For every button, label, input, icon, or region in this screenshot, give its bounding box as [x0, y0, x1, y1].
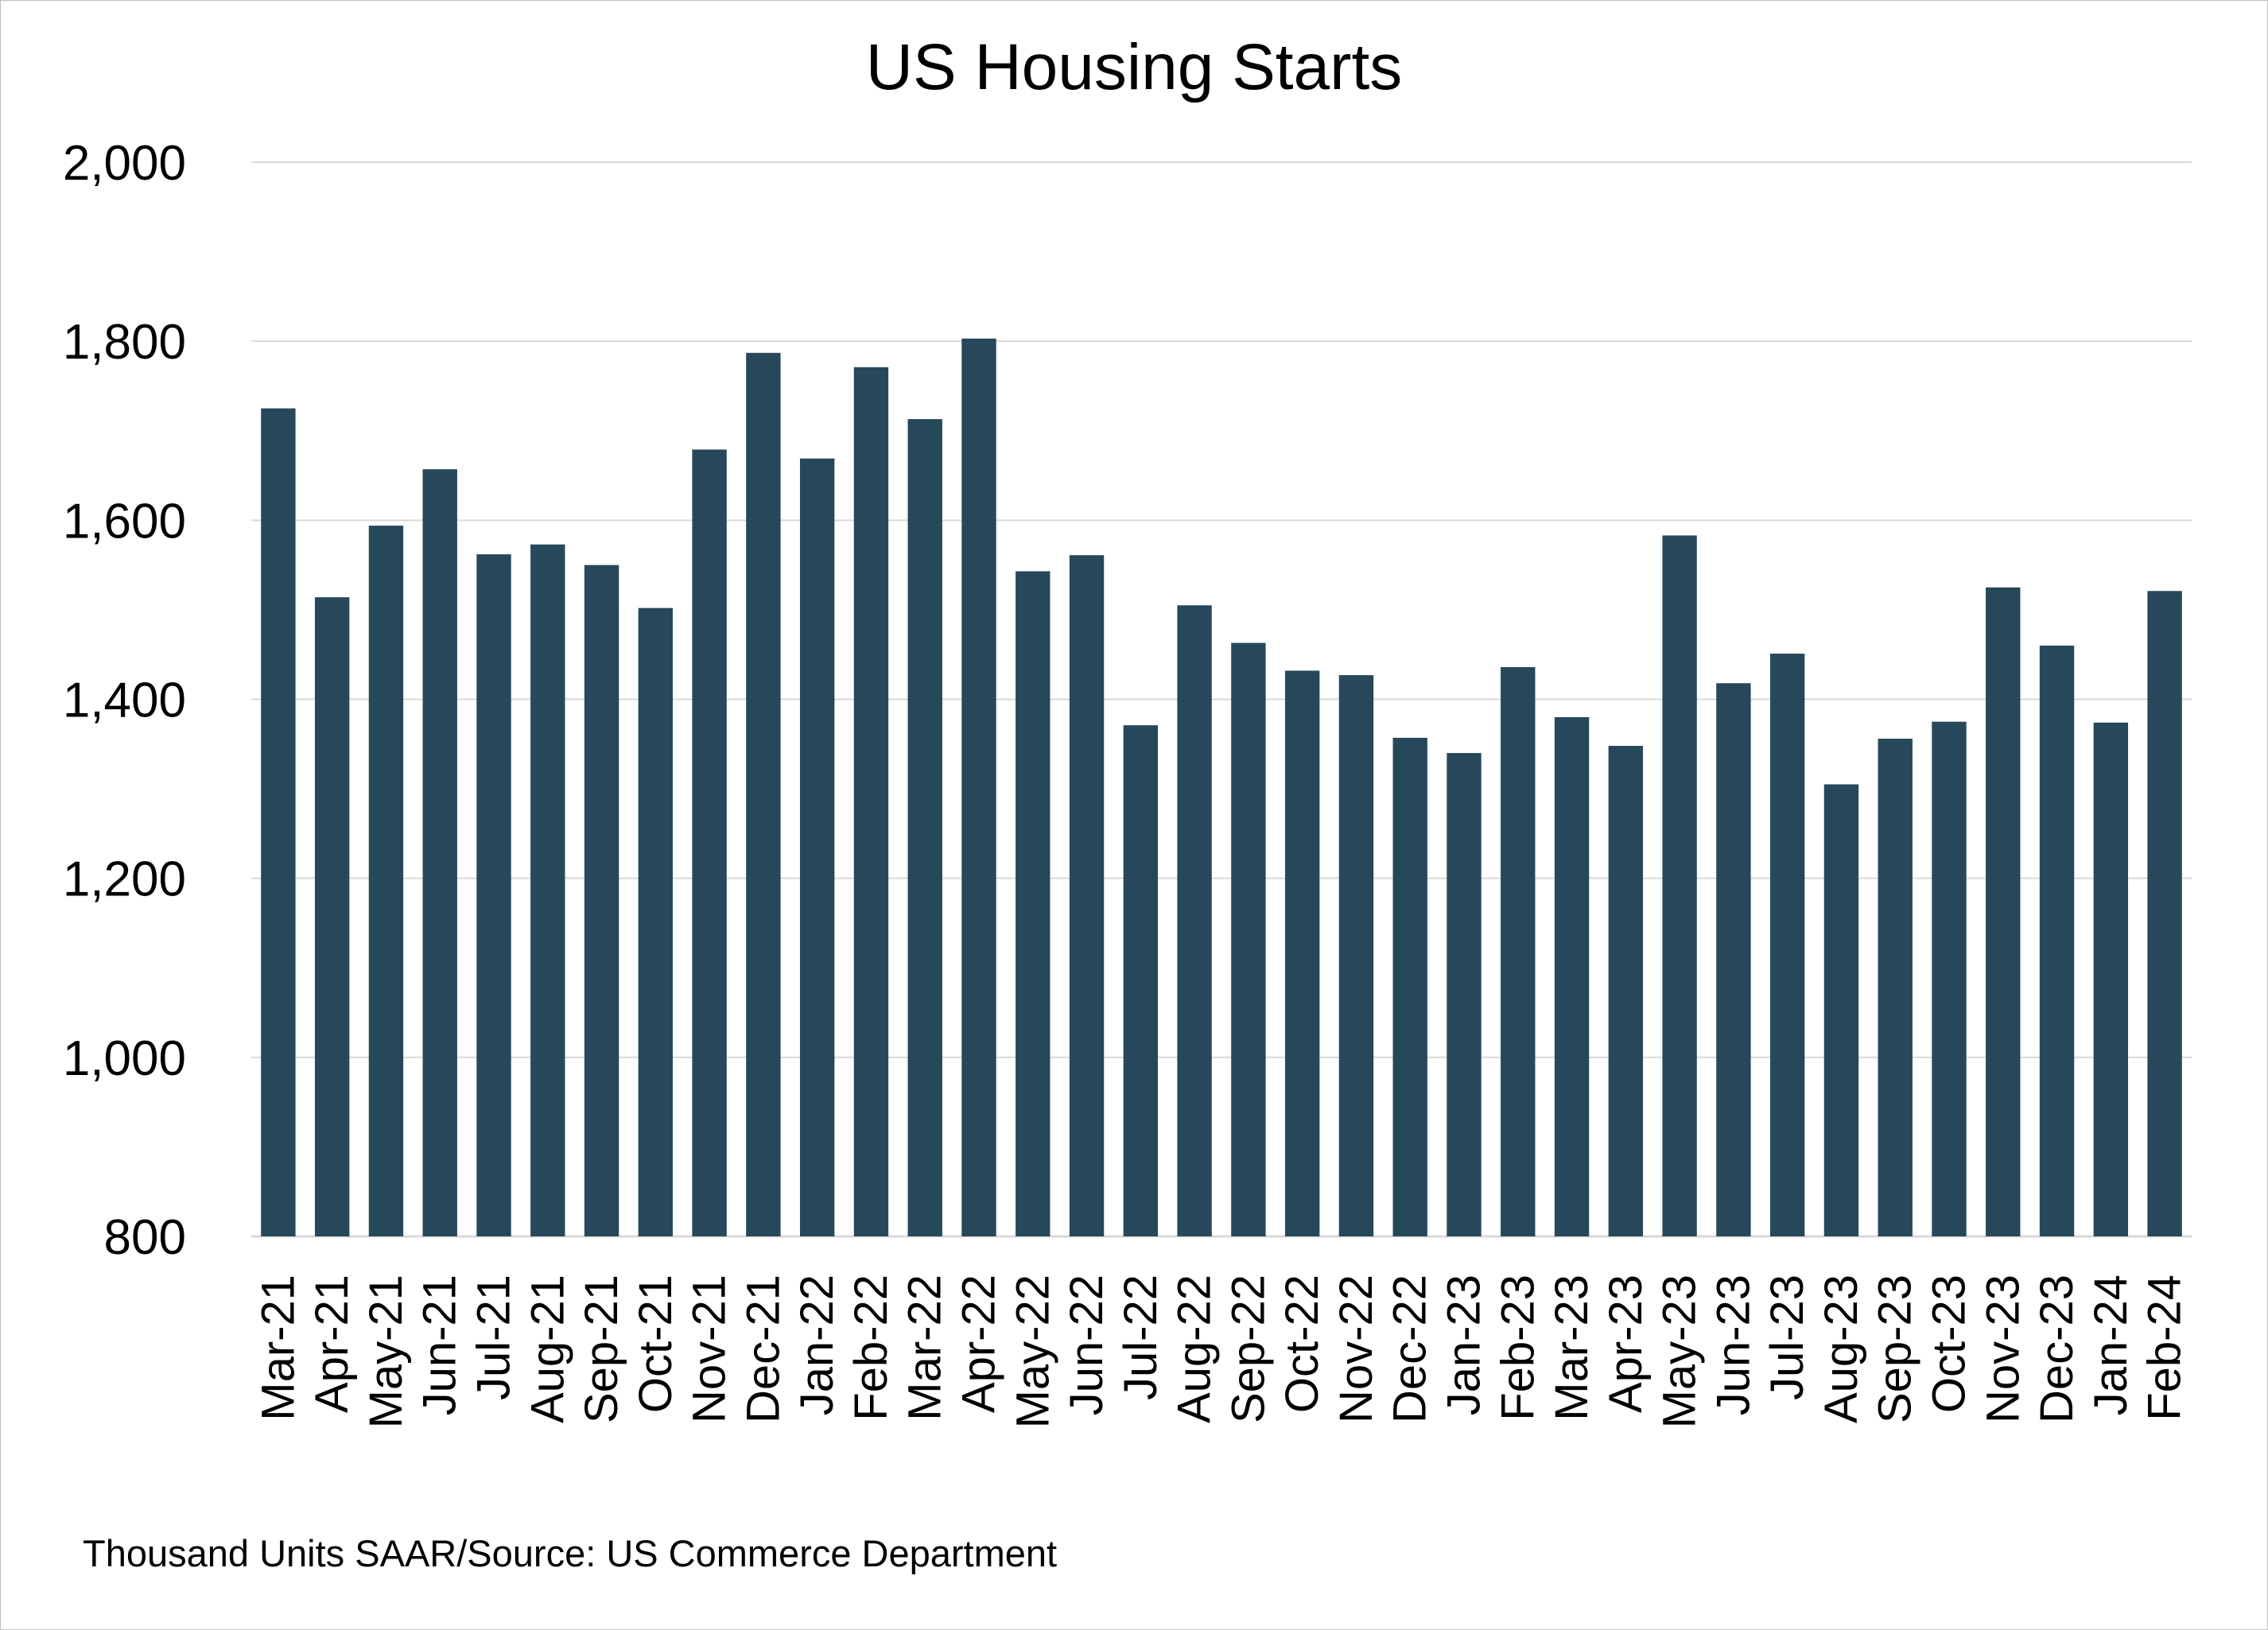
- x-tick-label: Jan-23: [1439, 1275, 1490, 1415]
- bar-feb-24: [2147, 591, 2182, 1236]
- x-tick-label: Feb-23: [1492, 1275, 1544, 1421]
- bar-nov-21: [692, 449, 727, 1236]
- x-tick-label: Jun-21: [414, 1275, 466, 1415]
- x-tick-label: Nov-23: [1977, 1275, 2029, 1423]
- bar-oct-22: [1284, 670, 1320, 1236]
- bar-sep-21: [584, 565, 619, 1236]
- x-tick-label: May-23: [1654, 1275, 1706, 1428]
- x-tick-label: Jun-22: [1061, 1275, 1113, 1415]
- bar-nov-22: [1338, 675, 1374, 1236]
- y-tick-label: 1,400: [63, 673, 186, 728]
- x-tick-label: Jul-22: [1115, 1275, 1167, 1400]
- bar-dec-22: [1392, 737, 1427, 1236]
- bar-mar-21: [261, 408, 296, 1236]
- bar-dec-23: [2039, 645, 2075, 1236]
- x-tick-label: Dec-23: [2031, 1275, 2083, 1423]
- y-tick-label: 1,600: [63, 494, 186, 549]
- bar-jun-21: [422, 469, 457, 1236]
- x-tick-label: Sep-22: [1222, 1275, 1274, 1423]
- y-tick-label: 1,000: [63, 1031, 186, 1086]
- x-tick-label: Apr-23: [1600, 1275, 1652, 1413]
- bar-mar-23: [1554, 717, 1590, 1236]
- bar-apr-21: [314, 597, 350, 1236]
- bar-jun-23: [1716, 683, 1751, 1236]
- bar-jul-22: [1123, 725, 1159, 1236]
- x-tick-label: Sep-21: [576, 1275, 627, 1423]
- bar-may-23: [1662, 535, 1697, 1236]
- x-tick-label: Jan-24: [2085, 1275, 2137, 1415]
- x-tick-label: Oct-23: [1924, 1275, 1975, 1413]
- y-tick-label: 2,000: [63, 136, 186, 191]
- source-footnote: Thousand Units SAAR/Source: US Commerce …: [83, 1532, 1058, 1574]
- bar-aug-22: [1177, 605, 1212, 1236]
- bar-jul-23: [1769, 654, 1805, 1236]
- bar-sep-22: [1231, 642, 1266, 1236]
- bar-may-22: [1016, 571, 1051, 1236]
- x-tick-label: Feb-22: [845, 1275, 897, 1421]
- x-tick-label: Apr-21: [306, 1275, 358, 1413]
- x-tick-label: Feb-24: [2139, 1275, 2191, 1421]
- bar-aug-23: [1823, 784, 1859, 1236]
- bar-dec-21: [746, 352, 781, 1236]
- bar-jan-24: [2093, 722, 2129, 1236]
- x-tick-label: Aug-22: [1169, 1275, 1221, 1423]
- x-tick-label: Mar-23: [1546, 1275, 1598, 1421]
- bar-sep-23: [1878, 739, 1913, 1236]
- bar-jan-23: [1447, 753, 1482, 1236]
- x-tick-label: Jul-23: [1761, 1275, 1813, 1400]
- bar-apr-22: [961, 338, 996, 1236]
- x-tick-label: Oct-21: [630, 1275, 682, 1413]
- x-tick-label: Sep-23: [1870, 1275, 1921, 1423]
- y-axis-ticks: 800 1,000 1,200 1,400 1,600 1,800 2,000: [63, 136, 186, 1265]
- bar-apr-23: [1608, 746, 1644, 1236]
- y-tick-label: 1,800: [63, 315, 186, 370]
- x-tick-label: May-22: [1007, 1275, 1058, 1428]
- gridlines: [251, 161, 2192, 1238]
- x-tick-label: Jul-21: [468, 1275, 520, 1400]
- x-tick-label: Aug-21: [522, 1275, 573, 1423]
- chart-title: US Housing Starts: [865, 31, 1403, 103]
- bar-jun-22: [1069, 555, 1105, 1236]
- bars: [261, 338, 2182, 1237]
- x-tick-label: Apr-22: [953, 1275, 1005, 1413]
- x-tick-label: Nov-22: [1330, 1275, 1382, 1423]
- bar-mar-22: [907, 419, 942, 1236]
- x-tick-label: Nov-21: [684, 1275, 736, 1423]
- bar-jan-22: [799, 458, 835, 1236]
- bar-feb-23: [1501, 666, 1536, 1236]
- y-tick-label: 1,200: [63, 852, 186, 907]
- bar-feb-22: [853, 367, 889, 1237]
- x-axis-ticks: Mar-21 Apr-21 May-21 Jun-21 Jul-21 Aug-21 Sep-…: [252, 1275, 2190, 1428]
- x-tick-label: Dec-22: [1384, 1275, 1436, 1423]
- bar-nov-23: [1986, 587, 2021, 1236]
- bar-oct-23: [1932, 721, 1967, 1236]
- y-tick-label: 800: [104, 1210, 186, 1265]
- bar-may-21: [368, 526, 404, 1236]
- x-tick-label: Mar-22: [899, 1275, 951, 1421]
- x-tick-label: Oct-22: [1276, 1275, 1328, 1413]
- x-tick-label: Mar-21: [252, 1275, 304, 1421]
- x-tick-label: Aug-23: [1816, 1275, 1867, 1423]
- bar-jul-21: [476, 554, 511, 1236]
- bar-oct-21: [638, 607, 674, 1236]
- x-tick-label: Dec-21: [737, 1275, 789, 1423]
- bar-aug-21: [530, 544, 565, 1236]
- x-tick-label: May-21: [360, 1275, 412, 1428]
- x-tick-label: Jun-23: [1707, 1275, 1759, 1415]
- x-tick-label: Jan-22: [791, 1275, 843, 1415]
